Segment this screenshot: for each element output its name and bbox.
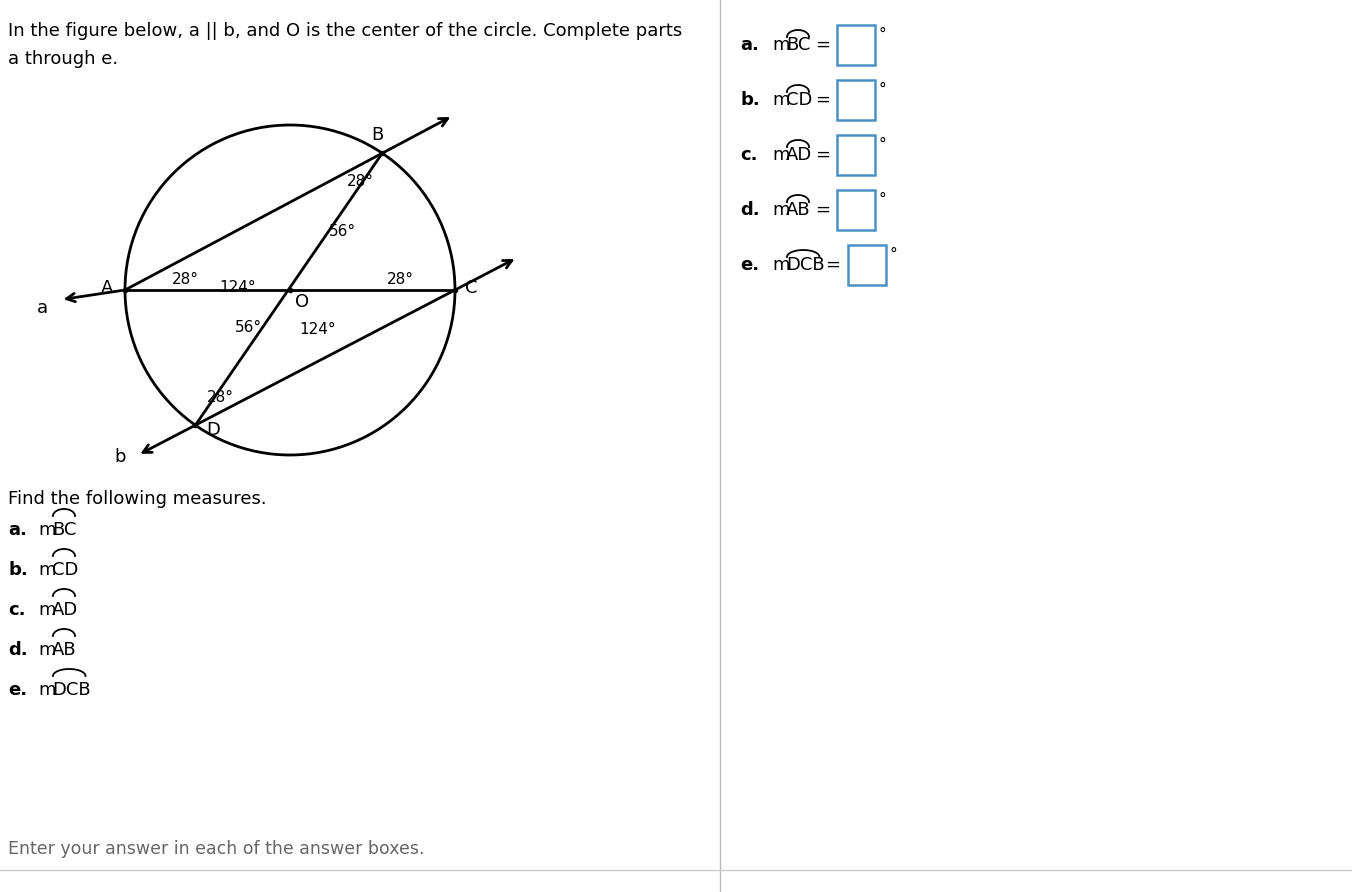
Text: B: B [372, 126, 384, 145]
Text: a: a [37, 299, 49, 317]
Bar [837, 190, 875, 230]
Text: b: b [114, 448, 126, 467]
Text: e.: e. [740, 256, 758, 274]
Text: m: m [38, 521, 55, 539]
Text: d.: d. [8, 641, 27, 659]
Text: AB: AB [786, 201, 811, 219]
Text: a.: a. [740, 36, 758, 54]
Text: 28°: 28° [346, 174, 373, 189]
Text: °: ° [879, 82, 887, 97]
Text: a.: a. [8, 521, 27, 539]
Text: =: = [826, 256, 841, 274]
Text: 56°: 56° [234, 320, 261, 335]
Text: m: m [38, 601, 55, 619]
Text: In the figure below, a || b, and O is the center of the circle. Complete parts: In the figure below, a || b, and O is th… [8, 22, 683, 40]
Text: b.: b. [8, 561, 28, 579]
Text: =: = [815, 146, 830, 164]
Text: 56°: 56° [329, 225, 356, 239]
Text: °: ° [879, 192, 887, 207]
Text: a through e.: a through e. [8, 50, 118, 68]
Text: Find the following measures.: Find the following measures. [8, 490, 266, 508]
Text: AD: AD [786, 146, 813, 164]
Text: m: m [772, 36, 790, 54]
Text: =: = [815, 91, 830, 109]
Text: c.: c. [740, 146, 757, 164]
Bar [837, 25, 875, 65]
Text: m: m [38, 561, 55, 579]
Text: DCB: DCB [786, 256, 825, 274]
Text: m: m [38, 681, 55, 699]
Text: =: = [815, 201, 830, 219]
Text: AD: AD [51, 601, 78, 619]
Text: 124°: 124° [300, 323, 337, 337]
Text: BC: BC [786, 36, 810, 54]
Text: AB: AB [51, 641, 77, 659]
Text: °: ° [879, 137, 887, 152]
Text: m: m [772, 91, 790, 109]
Text: °: ° [890, 247, 898, 262]
Text: b.: b. [740, 91, 760, 109]
Text: d.: d. [740, 201, 760, 219]
Text: m: m [772, 146, 790, 164]
Text: =: = [815, 36, 830, 54]
Text: O: O [295, 293, 310, 311]
Text: C: C [465, 279, 477, 297]
Text: DCB: DCB [51, 681, 91, 699]
Text: D: D [207, 421, 220, 439]
Text: c.: c. [8, 601, 26, 619]
Bar [848, 245, 886, 285]
Text: BC: BC [51, 521, 76, 539]
Text: e.: e. [8, 681, 27, 699]
Text: 124°: 124° [219, 279, 257, 294]
Text: A: A [101, 279, 114, 297]
Text: 28°: 28° [387, 272, 414, 287]
Text: Enter your answer in each of the answer boxes.: Enter your answer in each of the answer … [8, 840, 425, 858]
Text: 28°: 28° [207, 390, 234, 405]
Text: CD: CD [786, 91, 813, 109]
Bar [837, 80, 875, 120]
Text: CD: CD [51, 561, 78, 579]
Text: 28°: 28° [172, 272, 199, 287]
Text: m: m [38, 641, 55, 659]
Bar [837, 135, 875, 175]
Text: m: m [772, 201, 790, 219]
Text: °: ° [879, 27, 887, 42]
Text: m: m [772, 256, 790, 274]
